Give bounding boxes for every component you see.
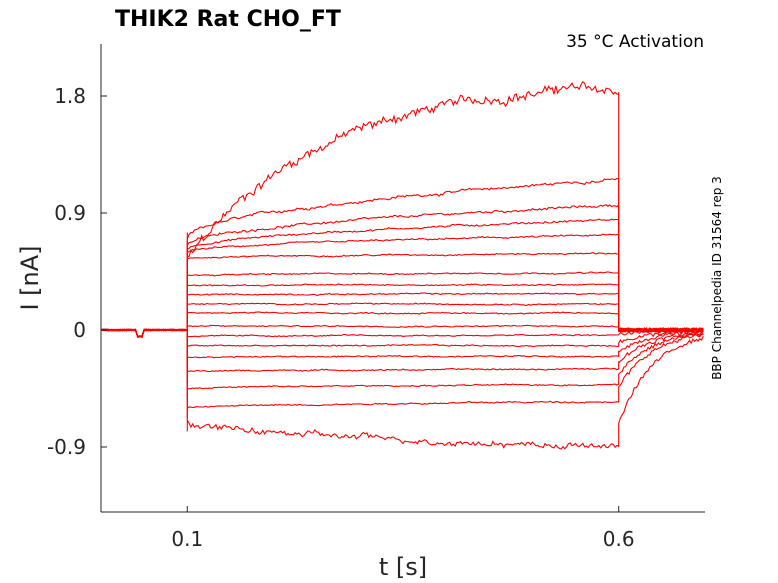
current-trace [100,80,704,337]
chart-subtitle: 35 °C Activation [566,32,704,52]
x-axis-ticks: 0.1 0.6 [171,506,635,551]
chart-title: THIK2 Rat CHO_FT [115,7,341,32]
current-trace [100,328,704,368]
channelpedia-id-label: BBP Channelpedia ID 31564 rep 3 [710,176,724,380]
y-axis-label: I [nA] [16,245,44,310]
current-trace [100,218,704,338]
x-axis-label: t [s] [379,553,427,581]
current-trace [100,328,704,399]
current-trace [100,233,704,338]
current-trace [100,297,704,338]
current-trace [101,328,704,356]
current-trace [100,328,704,347]
current-traces [100,80,704,450]
current-trace [100,288,704,338]
current-trace [100,319,704,338]
y-tick-label: 0.9 [54,201,86,225]
current-trace [101,177,704,338]
x-tick-label: 0.6 [603,527,635,551]
axes-frame [100,44,705,513]
current-trace [101,306,704,338]
current-trace [100,268,704,339]
y-tick-label: 1.8 [54,84,86,108]
current-trace [100,328,704,450]
current-trace [100,252,704,338]
current-trace [100,328,704,419]
current-trace [100,203,704,339]
y-tick-label: 0 [73,318,86,342]
y-tick-label: -0.9 [47,435,86,459]
y-axis-ticks: -0.9 0 0.9 1.8 [47,84,107,459]
current-trace [100,328,704,382]
current-trace [100,279,704,338]
x-tick-label: 0.1 [171,527,203,551]
